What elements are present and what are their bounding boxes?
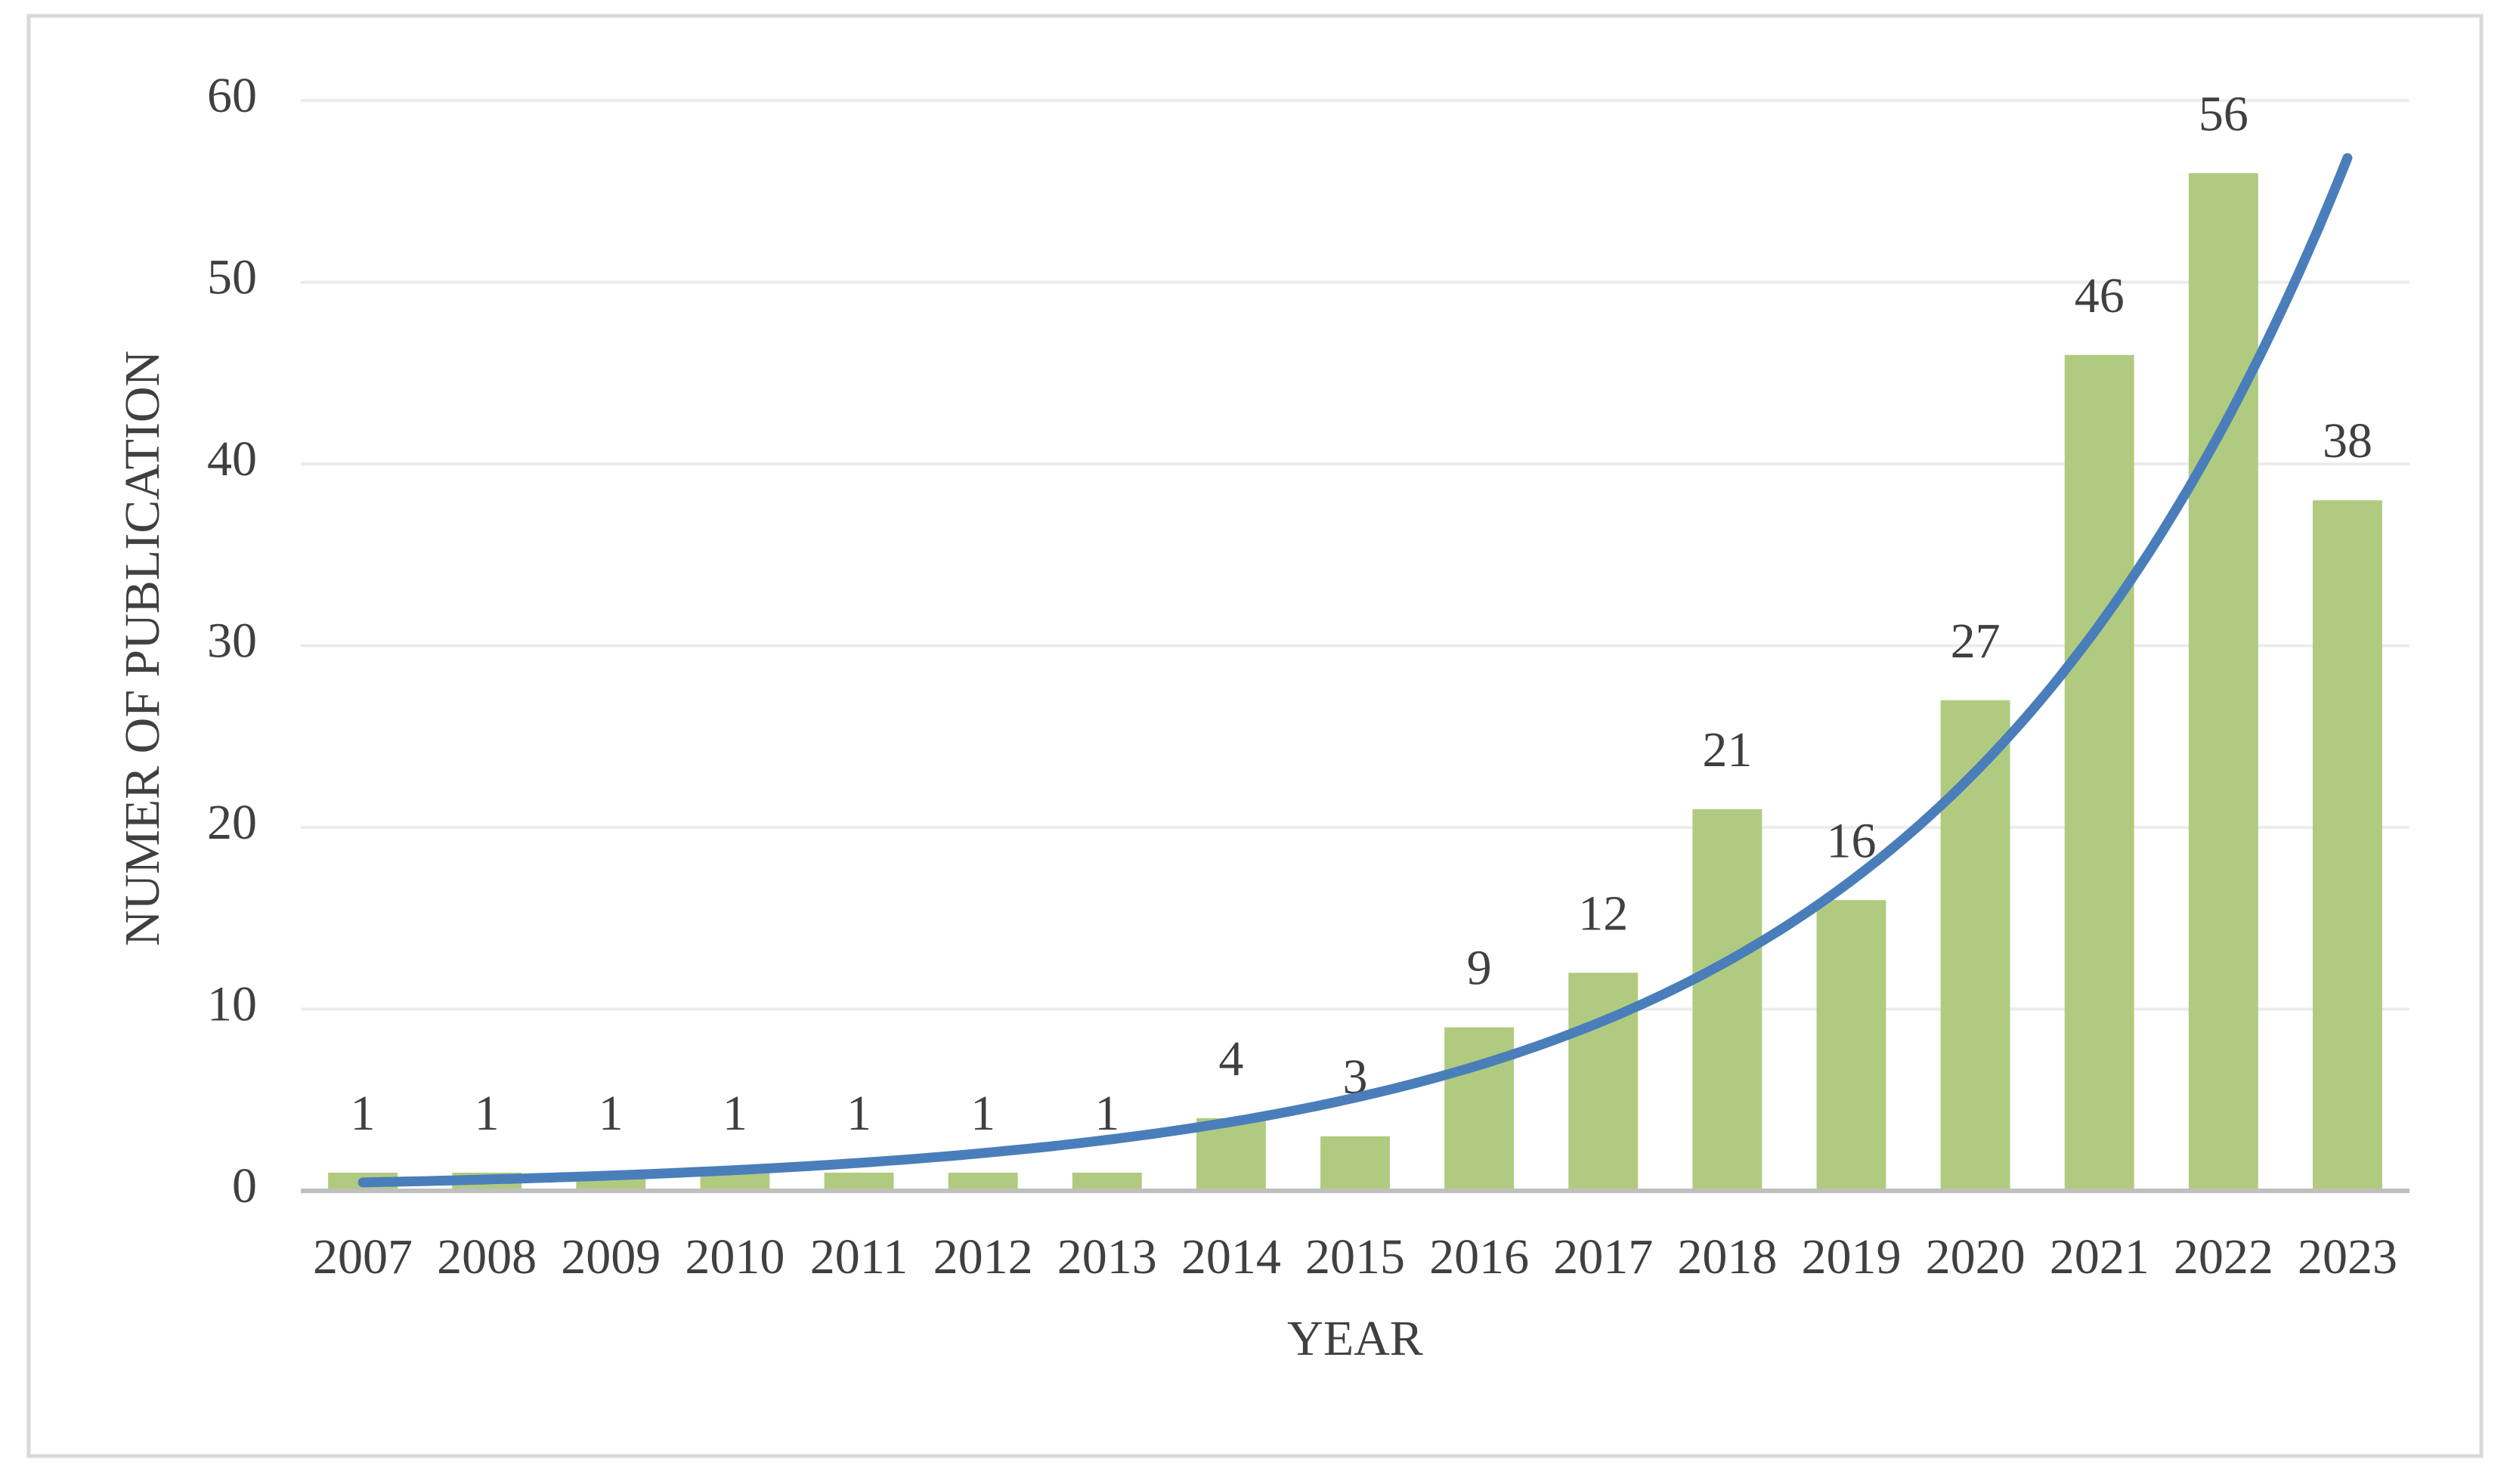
y-tick-label: 20 — [207, 795, 257, 850]
value-label: 1 — [599, 1086, 624, 1141]
bar — [2188, 173, 2258, 1192]
value-label: 1 — [351, 1086, 376, 1141]
x-tick-label: 2016 — [1429, 1229, 1529, 1285]
value-label: 12 — [1578, 886, 1628, 941]
value-label: 1 — [846, 1086, 871, 1141]
bar — [1692, 808, 1763, 1191]
bar — [948, 1172, 1018, 1191]
x-tick-label: 2012 — [933, 1229, 1033, 1285]
value-label: 1 — [1094, 1086, 1119, 1141]
value-label: 1 — [475, 1086, 500, 1141]
x-tick-label: 2014 — [1181, 1229, 1281, 1285]
bar — [1816, 900, 1886, 1191]
x-tick-label: 2007 — [313, 1229, 413, 1285]
x-tick-label: 2015 — [1305, 1229, 1405, 1285]
x-tick-label: 2023 — [2298, 1229, 2397, 1285]
value-label: 1 — [970, 1086, 995, 1141]
y-tick-label: 0 — [232, 1158, 257, 1213]
x-tick-label: 2010 — [685, 1229, 785, 1285]
bar — [1072, 1172, 1142, 1191]
bar — [2312, 500, 2382, 1191]
bar — [2064, 354, 2134, 1192]
bar — [1940, 700, 2010, 1191]
x-tick-label: 2013 — [1057, 1229, 1157, 1285]
x-tick-label: 2017 — [1553, 1229, 1653, 1285]
value-label: 4 — [1218, 1031, 1243, 1087]
y-tick-label: 30 — [207, 614, 257, 669]
value-label: 9 — [1467, 941, 1492, 996]
y-tick-label: 10 — [207, 977, 257, 1032]
value-label: 46 — [2075, 268, 2125, 323]
y-tick-label: 50 — [207, 250, 257, 305]
x-tick-label: 2009 — [561, 1229, 661, 1285]
bar — [1444, 1027, 1515, 1191]
value-label: 21 — [1702, 722, 1752, 778]
y-tick-label: 60 — [207, 68, 257, 123]
x-tick-label: 2019 — [1801, 1229, 1901, 1285]
bar — [1320, 1136, 1390, 1191]
y-axis-title: NUMER OF PUBLICATION — [115, 351, 170, 946]
value-label: 56 — [2199, 86, 2248, 141]
x-tick-label: 2008 — [437, 1229, 537, 1285]
value-label: 1 — [723, 1086, 747, 1141]
x-tick-label: 2018 — [1677, 1229, 1777, 1285]
value-label: 38 — [2323, 413, 2372, 468]
x-tick-label: 2011 — [810, 1229, 908, 1285]
y-tick-label: 40 — [207, 431, 257, 487]
value-label: 16 — [1826, 813, 1876, 868]
x-tick-label: 2022 — [2174, 1229, 2273, 1285]
trendline — [357, 153, 2353, 1188]
x-tick-label: 2020 — [1926, 1229, 2026, 1285]
value-label: 27 — [1951, 614, 2001, 669]
x-tick-label: 2021 — [2050, 1229, 2149, 1285]
x-axis-title: YEAR — [1287, 1311, 1423, 1366]
bar — [824, 1172, 894, 1191]
